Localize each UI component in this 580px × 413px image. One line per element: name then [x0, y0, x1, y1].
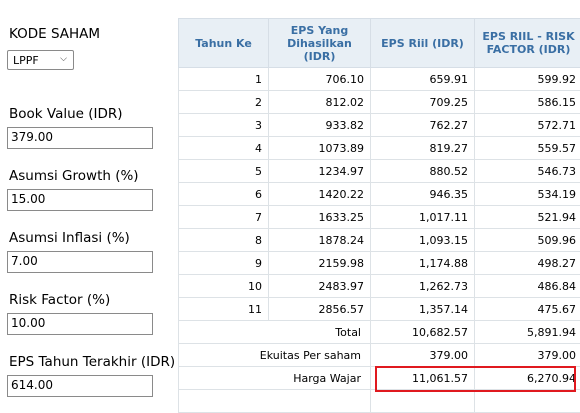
cell-eps-riil: 1,017.11	[371, 206, 475, 229]
cell-tahun: 2	[179, 91, 269, 114]
eps-input[interactable]: 614.00	[7, 375, 153, 397]
cell-eps-dihasilkan: 1420.22	[269, 183, 371, 206]
eps-label: EPS Tahun Terakhir (IDR)	[9, 354, 175, 370]
cell-eps-risk: 521.94	[475, 206, 580, 229]
cell-eps-dihasilkan: 706.10	[269, 68, 371, 91]
cell-eps-riil: 659.91	[371, 68, 475, 91]
cell-tahun: 1	[179, 68, 269, 91]
cell-tahun: 9	[179, 252, 269, 275]
cell-eps-riil: 1,262.73	[371, 275, 475, 298]
cell-eps-riil: 880.52	[371, 160, 475, 183]
cell-eps-risk: 572.71	[475, 114, 580, 137]
chevron-down-icon: ⌵	[60, 54, 67, 64]
empty-cell	[475, 390, 580, 413]
cell-eps-risk: 486.84	[475, 275, 580, 298]
table-row-empty	[179, 390, 580, 413]
header-eps-riil: EPS Riil (IDR)	[371, 19, 475, 68]
cell-eps-riil: 1,093.15	[371, 229, 475, 252]
header-eps-risk: EPS RIIL - RISK FACTOR (IDR)	[475, 19, 580, 68]
cell-tahun: 11	[179, 298, 269, 321]
cell-eps-dihasilkan: 1073.89	[269, 137, 371, 160]
cell-eps-risk: 498.27	[475, 252, 580, 275]
eps-table: Tahun Ke EPS Yang Dihasilkan (IDR) EPS R…	[178, 18, 580, 413]
risk-factor-input[interactable]: 10.00	[7, 313, 153, 335]
cell-eps-dihasilkan: 933.82	[269, 114, 371, 137]
cell-eps-risk: 546.73	[475, 160, 580, 183]
total-label: Total	[179, 321, 371, 344]
cell-tahun: 3	[179, 114, 269, 137]
inflasi-label: Asumsi Inflasi (%)	[9, 230, 130, 246]
cell-eps-dihasilkan: 2159.98	[269, 252, 371, 275]
cell-eps-riil: 946.35	[371, 183, 475, 206]
cell-eps-dihasilkan: 2483.97	[269, 275, 371, 298]
table-header-row: Tahun Ke EPS Yang Dihasilkan (IDR) EPS R…	[179, 19, 580, 68]
inflasi-input[interactable]: 7.00	[7, 251, 153, 273]
header-eps-dihasilkan: EPS Yang Dihasilkan (IDR)	[269, 19, 371, 68]
risk-factor-label: Risk Factor (%)	[9, 292, 110, 308]
cell-eps-risk: 534.19	[475, 183, 580, 206]
cell-eps-risk: 559.57	[475, 137, 580, 160]
cell-eps-dihasilkan: 812.02	[269, 91, 371, 114]
cell-eps-dihasilkan: 1633.25	[269, 206, 371, 229]
ekuitas-label: Ekuitas Per saham	[179, 344, 371, 367]
cell-eps-dihasilkan: 2856.57	[269, 298, 371, 321]
input-panel: KODE SAHAM LPPF ⌵ Book Value (IDR) 379.0…	[0, 0, 178, 407]
harga-wajar-riil: 11,061.57	[371, 367, 475, 390]
cell-eps-riil: 1,174.88	[371, 252, 475, 275]
cell-tahun: 6	[179, 183, 269, 206]
harga-wajar-label: Harga Wajar	[179, 367, 371, 390]
cell-tahun: 7	[179, 206, 269, 229]
header-tahun-ke: Tahun Ke	[179, 19, 269, 68]
cell-eps-risk: 475.67	[475, 298, 580, 321]
ekuitas-riil: 379.00	[371, 344, 475, 367]
cell-eps-riil: 819.27	[371, 137, 475, 160]
cell-eps-dihasilkan: 1878.24	[269, 229, 371, 252]
total-risk: 5,891.94	[475, 321, 580, 344]
cell-tahun: 8	[179, 229, 269, 252]
cell-eps-dihasilkan: 1234.97	[269, 160, 371, 183]
cell-eps-risk: 586.15	[475, 91, 580, 114]
cell-eps-risk: 509.96	[475, 229, 580, 252]
total-riil: 10,682.57	[371, 321, 475, 344]
book-value-input[interactable]: 379.00	[7, 127, 153, 149]
cell-eps-riil: 709.25	[371, 91, 475, 114]
harga-wajar-risk: 6,270.94	[475, 367, 580, 390]
growth-label: Asumsi Growth (%)	[9, 168, 139, 184]
cell-tahun: 10	[179, 275, 269, 298]
cell-tahun: 4	[179, 137, 269, 160]
cell-eps-riil: 762.27	[371, 114, 475, 137]
cell-eps-riil: 1,357.14	[371, 298, 475, 321]
kode-saham-label: KODE SAHAM	[9, 26, 100, 42]
cell-tahun: 5	[179, 160, 269, 183]
empty-cell	[179, 390, 371, 413]
kode-saham-select[interactable]: LPPF ⌵	[7, 50, 74, 70]
kode-saham-value: LPPF	[13, 54, 39, 67]
ekuitas-risk: 379.00	[475, 344, 580, 367]
growth-input[interactable]: 15.00	[7, 189, 153, 211]
book-value-label: Book Value (IDR)	[9, 106, 123, 122]
empty-cell	[371, 390, 475, 413]
cell-eps-risk: 599.92	[475, 68, 580, 91]
